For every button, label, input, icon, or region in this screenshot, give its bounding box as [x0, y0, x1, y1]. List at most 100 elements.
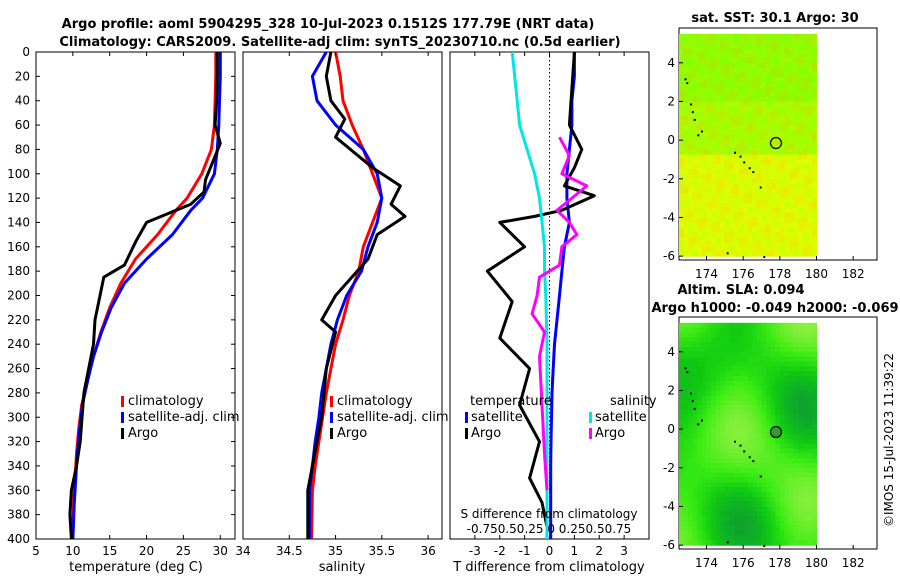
field-cell — [683, 183, 689, 189]
field-cell — [697, 164, 703, 170]
field-cell — [747, 58, 753, 64]
field-cell — [715, 72, 721, 78]
field-cell — [679, 48, 685, 54]
field-cell — [697, 356, 703, 362]
field-cell — [766, 414, 772, 420]
field-cell — [706, 361, 712, 367]
field-cell — [734, 203, 740, 209]
field-cell — [679, 87, 685, 93]
field-cell — [789, 169, 795, 175]
field-cell — [697, 145, 703, 151]
field-cell — [688, 251, 694, 257]
field-cell — [729, 217, 735, 223]
field-cell — [701, 72, 708, 78]
field-cell — [724, 395, 730, 401]
field-cell — [756, 96, 763, 102]
field-cell — [802, 130, 808, 136]
field-cell — [779, 540, 785, 546]
field-cell — [679, 53, 685, 59]
field-cell — [697, 376, 703, 382]
field-cell — [747, 111, 753, 117]
field-cell — [761, 178, 767, 185]
field-cell — [743, 409, 749, 416]
field-cell — [756, 351, 763, 358]
field-cell — [738, 463, 744, 469]
field-cell — [683, 390, 689, 396]
field-cell — [761, 414, 767, 420]
field-cell — [729, 530, 735, 536]
field-cell — [701, 178, 708, 185]
field-cell — [756, 356, 763, 362]
field-cell — [738, 48, 744, 54]
legend-s-argo-swatch — [589, 428, 592, 439]
field-cell — [811, 361, 818, 367]
field-cell — [679, 145, 685, 151]
field-cell — [715, 77, 721, 83]
field-cell — [679, 120, 685, 127]
field-cell — [766, 193, 772, 199]
field-cell — [770, 111, 776, 117]
field-cell — [711, 337, 717, 343]
field-cell — [761, 434, 767, 440]
field-cell — [789, 154, 795, 160]
field-cell — [724, 351, 730, 358]
field-cell — [688, 337, 694, 343]
field-cell — [724, 38, 730, 44]
field-cell — [752, 322, 758, 329]
field-cell — [711, 38, 717, 44]
field-cell — [729, 159, 735, 165]
field-cell — [775, 217, 781, 223]
legend-temperature-head: temperature — [470, 394, 552, 409]
field-cell — [688, 487, 694, 493]
x-tick-label: 36 — [420, 544, 435, 558]
field-cell — [715, 332, 721, 338]
field-cell — [747, 82, 753, 88]
field-cell — [724, 116, 730, 122]
field-cell — [811, 120, 818, 127]
field-cell — [701, 467, 708, 474]
field-cell — [779, 217, 785, 223]
field-cell — [807, 342, 813, 348]
field-cell — [711, 130, 717, 136]
field-cell — [724, 356, 730, 362]
field-cell — [807, 154, 813, 160]
field-cell — [811, 48, 818, 54]
field-cell — [811, 530, 818, 536]
field-cell — [734, 356, 740, 362]
field-cell — [724, 87, 730, 93]
field-cell — [784, 351, 790, 358]
field-cell — [701, 385, 708, 391]
field-cell — [734, 443, 740, 449]
field-cell — [756, 33, 763, 40]
field-cell — [770, 232, 776, 238]
field-cell — [738, 169, 744, 175]
field-cell — [766, 356, 772, 362]
field-cell — [784, 67, 790, 73]
field-cell — [683, 38, 689, 44]
field-cell — [715, 409, 721, 416]
field-cell — [798, 203, 804, 209]
field-cell — [706, 236, 712, 243]
field-cell — [683, 419, 689, 425]
field-cell — [734, 448, 740, 454]
field-cell — [770, 380, 776, 387]
field-cell — [706, 212, 712, 218]
field-cell — [729, 463, 735, 469]
field-cell — [724, 429, 730, 435]
field-cell — [756, 67, 763, 73]
field-cell — [701, 516, 708, 522]
sal-legend-satellite-label: satellite-adj. clim — [337, 410, 449, 425]
field-cell — [711, 246, 717, 252]
field-cell — [706, 448, 712, 454]
field-cell — [793, 116, 799, 122]
field-cell — [679, 154, 685, 160]
field-cell — [807, 212, 813, 218]
field-cell — [724, 154, 730, 160]
field-cell — [734, 125, 740, 131]
field-cell — [770, 236, 776, 243]
field-cell — [779, 82, 785, 88]
field-cell — [779, 496, 785, 503]
field-cell — [756, 482, 763, 488]
field-cell — [729, 91, 735, 98]
field-cell — [701, 135, 708, 141]
